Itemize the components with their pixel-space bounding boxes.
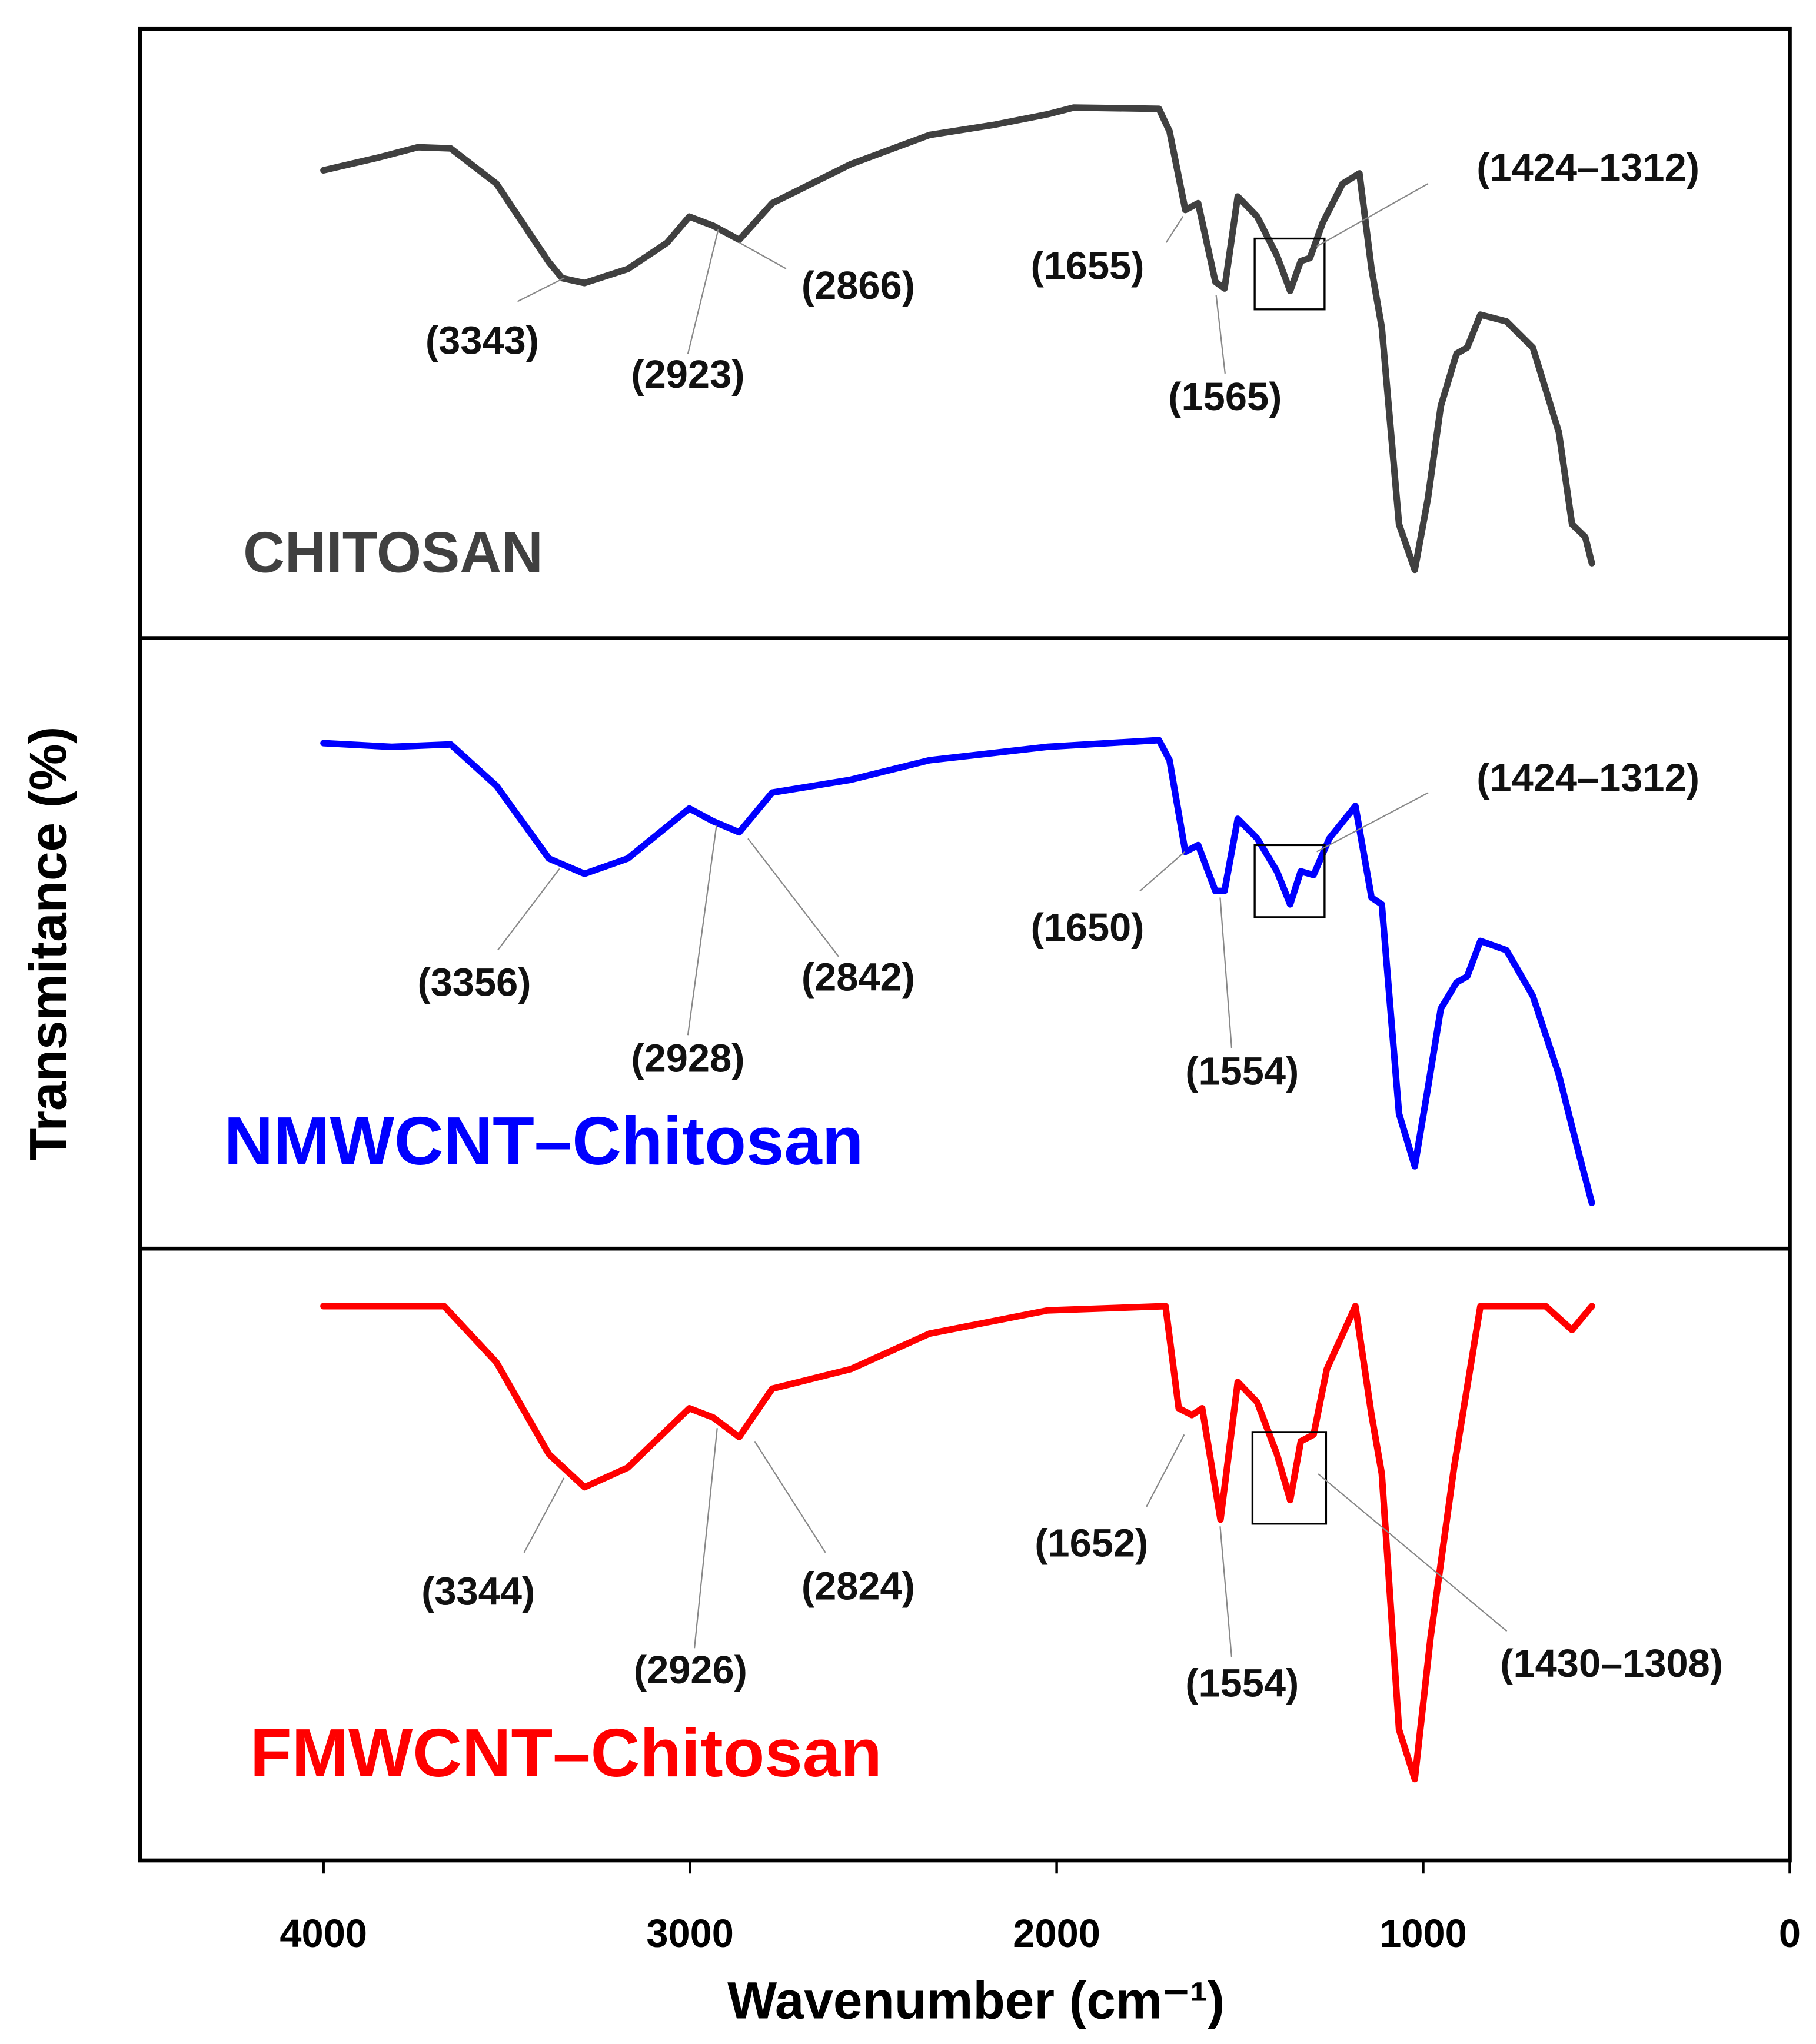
annotation-leader	[1215, 295, 1226, 374]
panel-label: CHITOSAN	[243, 520, 543, 584]
spectrum-line	[320, 737, 1595, 1206]
annotation-leader	[1219, 897, 1233, 1048]
annotation-leader	[693, 1428, 718, 1649]
panel-label: FMWCNT–Chitosan	[250, 1715, 882, 1791]
annotation-leader	[1316, 183, 1429, 247]
annotation-leader	[747, 838, 839, 957]
annotation-label: (3343)	[425, 319, 539, 362]
annotation-label: (2824)	[801, 1565, 915, 1609]
x-tick-label: 0	[1779, 1912, 1801, 1956]
panel-label: NMWCNT–Chitosan	[224, 1103, 864, 1179]
plot-frame	[138, 26, 1792, 1863]
annotation-label: (1565)	[1168, 375, 1282, 419]
region-box	[1253, 237, 1326, 311]
annotation-leader	[497, 868, 560, 951]
annotation-leader	[1316, 792, 1429, 853]
annotation-leader	[1139, 851, 1186, 892]
x-tick-label: 1000	[1379, 1912, 1467, 1956]
annotation-leader	[523, 1477, 565, 1553]
annotation-label: (1424–1312)	[1476, 757, 1699, 800]
x-tick-label: 4000	[280, 1912, 367, 1956]
annotation-label: (1652)	[1035, 1522, 1148, 1565]
annotation-leader	[517, 277, 565, 302]
annotation-label: (1424–1312)	[1476, 146, 1699, 189]
annotation-label: (3344)	[421, 1570, 535, 1614]
annotation-label: (2923)	[631, 353, 744, 397]
region-box	[1251, 1431, 1328, 1525]
y-axis-title: Transmitance (%)	[19, 727, 78, 1160]
annotation-leader	[754, 1440, 826, 1553]
annotation-leader	[1146, 1434, 1185, 1507]
annotation-label: (1554)	[1185, 1662, 1299, 1706]
annotation-leader	[687, 229, 719, 354]
x-axis-title: Wavenumber (cm⁻¹)	[727, 1970, 1225, 2029]
annotation-label: (2928)	[631, 1037, 744, 1080]
annotation-leader	[1318, 1473, 1508, 1632]
x-tick-label: 2000	[1013, 1912, 1100, 1956]
annotation-leader	[1165, 216, 1184, 243]
annotation-label: (2866)	[801, 264, 915, 308]
annotation-label: (1430–1308)	[1500, 1642, 1723, 1686]
spectrum-line	[320, 1303, 1595, 1783]
region-box	[1253, 844, 1326, 918]
annotation-label: (1650)	[1031, 906, 1145, 950]
annotation-label: (2926)	[634, 1649, 747, 1692]
annotation-label: (1554)	[1185, 1050, 1299, 1094]
x-tick-label: 3000	[646, 1912, 734, 1956]
spectrum-line	[320, 104, 1595, 574]
annotation-leader	[687, 825, 717, 1036]
annotation-leader	[1219, 1526, 1233, 1657]
annotation-label: (2842)	[801, 956, 915, 999]
annotation-label: (1655)	[1031, 244, 1145, 288]
annotation-label: (3356)	[417, 961, 531, 1004]
annotation-leader	[739, 242, 787, 269]
